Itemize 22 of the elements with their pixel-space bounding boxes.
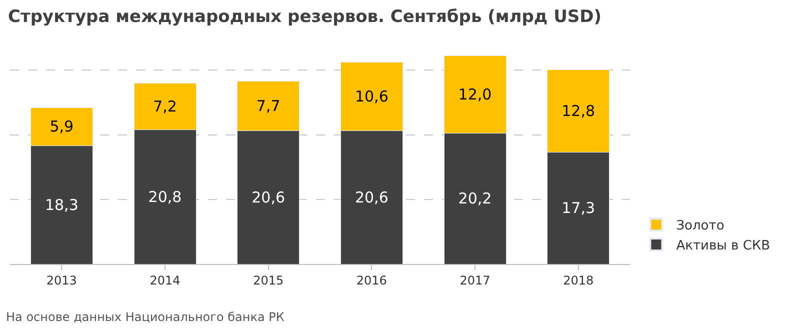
data-label: 20,6 [354, 188, 388, 206]
x-tick-label: 2013 [46, 273, 77, 288]
x-tick-label: 2018 [563, 273, 594, 288]
data-label: 12,8 [562, 102, 596, 120]
x-tick-label: 2014 [150, 273, 180, 288]
data-label: 7,2 [153, 97, 177, 116]
data-label: 5,9 [50, 118, 74, 136]
legend-label: Золото [676, 218, 724, 234]
x-tick-label: 2016 [356, 273, 387, 288]
x-tick-label: 2017 [460, 273, 490, 288]
data-label: 10,6 [354, 88, 388, 106]
data-label: 12,0 [458, 86, 492, 104]
data-label: 7,7 [256, 97, 280, 116]
data-label: 20,6 [252, 188, 286, 206]
data-label: 20,2 [458, 190, 492, 208]
text: На основе данных Национального банка РК [6, 310, 285, 324]
data-label: 17,3 [562, 199, 596, 218]
data-label: 18,3 [44, 196, 78, 214]
data-label: 20,8 [148, 188, 182, 206]
legend-label: Активы в СКВ [676, 238, 770, 254]
x-tick-label: 2015 [253, 273, 284, 288]
chart-title: Структура международных резервов. Сентябрь (млрд USD) [8, 6, 602, 27]
